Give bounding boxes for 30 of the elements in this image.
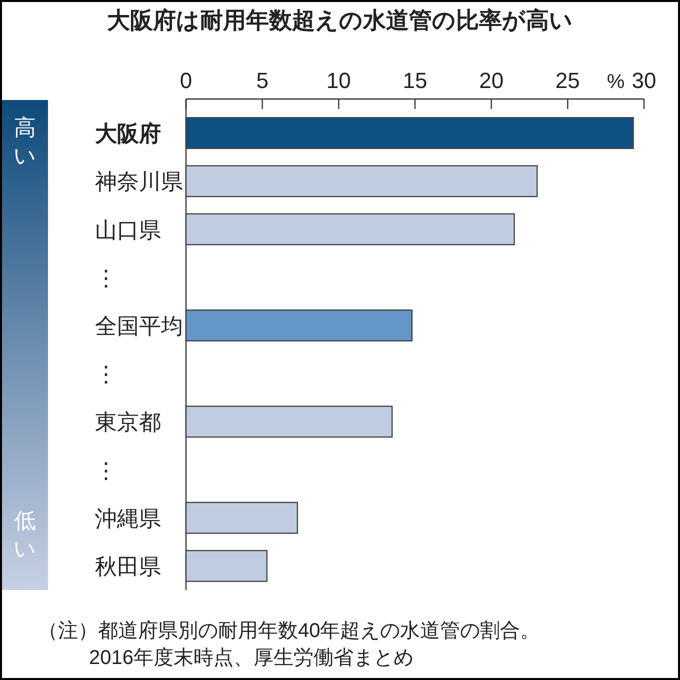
x-tick-label: 0 xyxy=(180,68,192,93)
y-tick-label: 神奈川県 xyxy=(95,169,183,194)
bar xyxy=(185,117,634,150)
text: （注）都道府県別の耐用年数40年超えの水道管の割合。 xyxy=(38,620,540,642)
x-tick-label: 10 xyxy=(326,68,351,93)
y-tick-label: 山口県 xyxy=(95,217,161,242)
y-tick-label: 全国平均 xyxy=(95,313,183,338)
text: 低い xyxy=(14,508,36,561)
y-tick-label: 秋田県 xyxy=(95,554,161,579)
y-tick-label: ⋮ xyxy=(95,362,117,387)
x-tick-label: 15 xyxy=(402,68,428,93)
bar xyxy=(185,213,515,246)
x-tick-label: 25 xyxy=(555,68,580,93)
y-tick-label: ⋮ xyxy=(95,458,117,483)
y-tick-label: 沖縄県 xyxy=(95,506,161,531)
y-tick-label: 大阪府 xyxy=(95,121,161,146)
y-tick-label: 東京都 xyxy=(95,410,161,435)
x-tick-label: 5 xyxy=(256,68,268,93)
bar xyxy=(185,502,298,534)
x-axis-title: % xyxy=(606,71,625,93)
bar xyxy=(185,165,538,198)
chart-title: 大阪府は耐用年数超えの水道管の比率が高い xyxy=(107,7,573,33)
bar xyxy=(185,550,268,582)
bar xyxy=(185,309,413,342)
bar xyxy=(185,406,393,438)
text: 高い xyxy=(14,115,36,168)
x-tick-label: 30 xyxy=(632,68,656,93)
y-tick-label: ⋮ xyxy=(95,265,117,290)
x-tick-label: 20 xyxy=(479,68,504,93)
text: 2016年度末時点、厚生労働省まとめ xyxy=(89,647,414,669)
